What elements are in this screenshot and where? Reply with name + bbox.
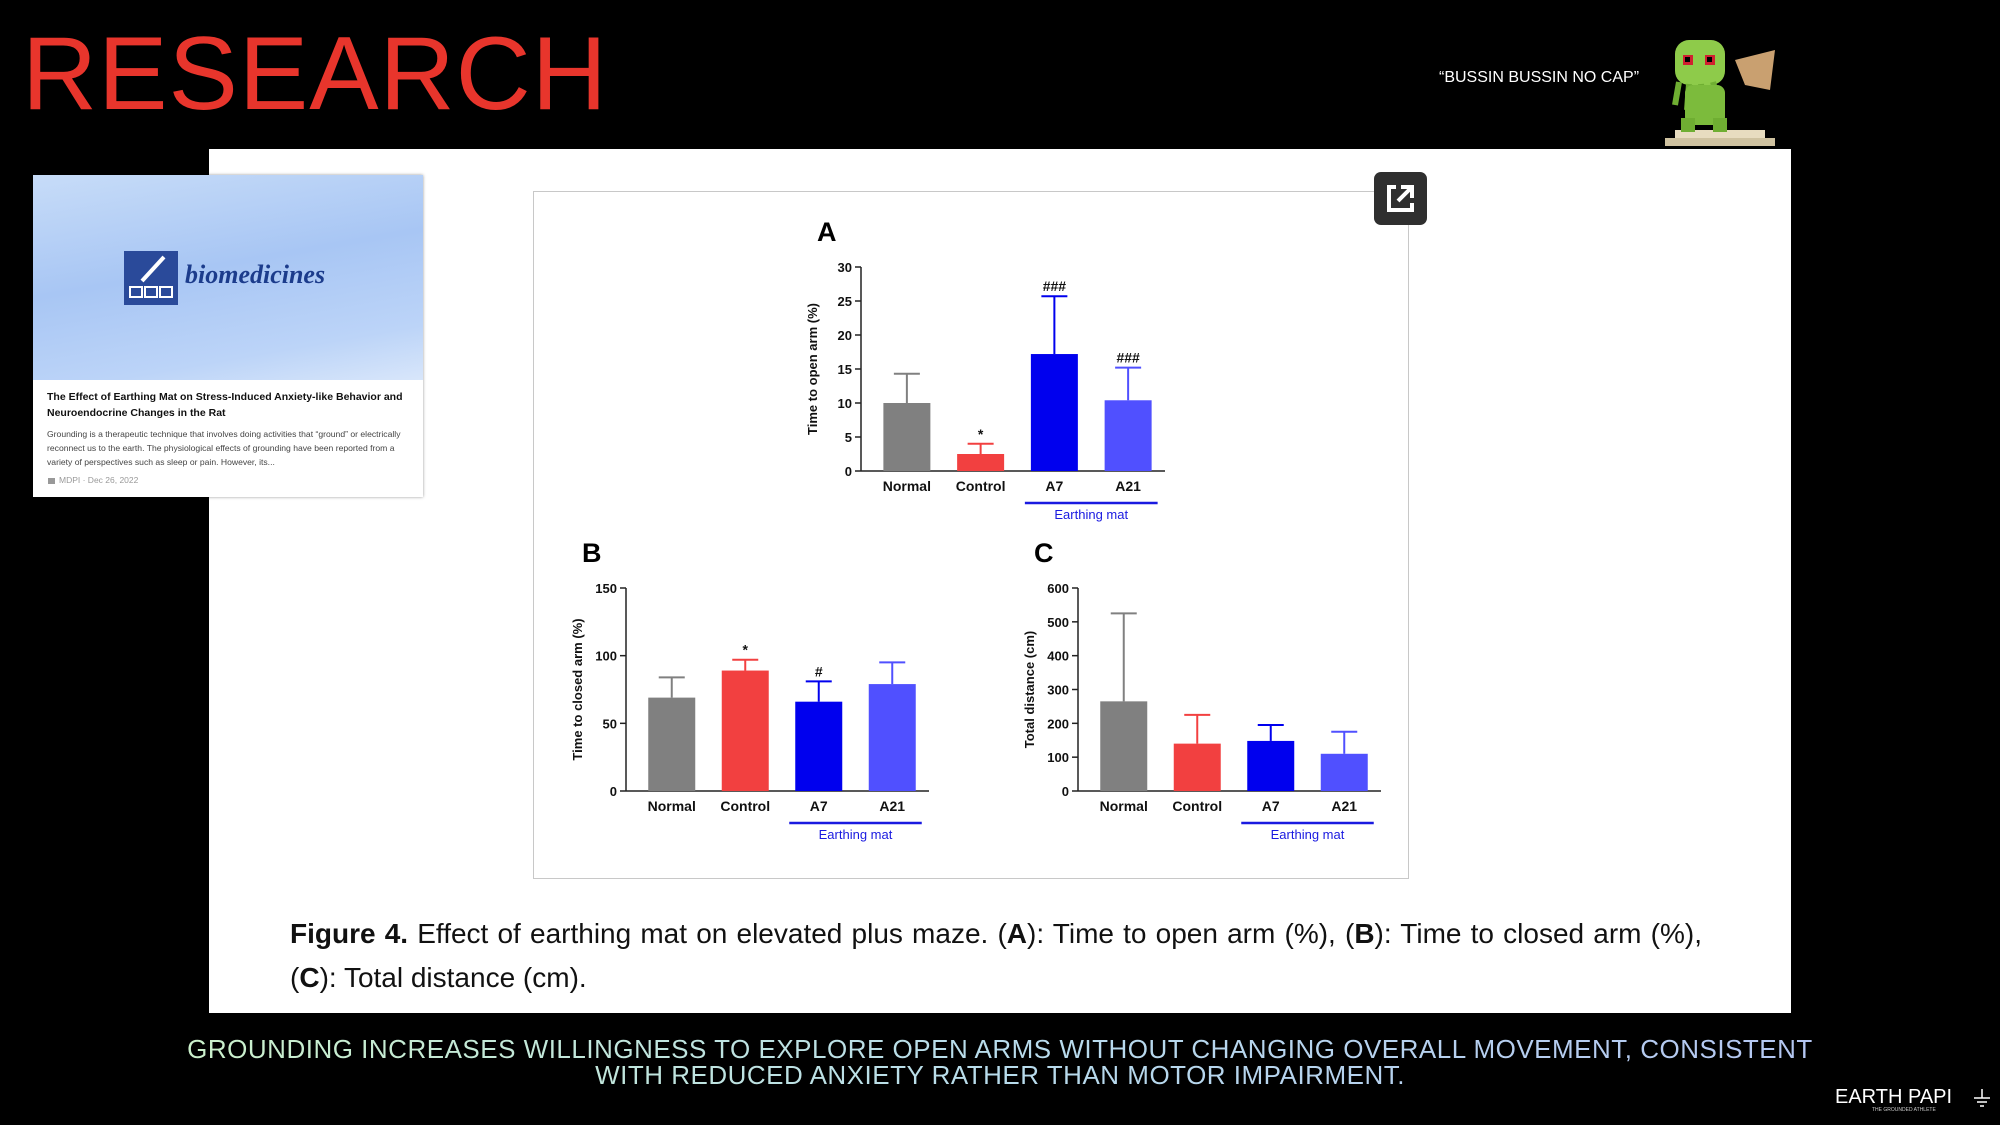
y-axis-label: Time to open arm (%) (805, 303, 820, 435)
y-tick-label: 600 (1047, 581, 1069, 596)
y-tick-label: 5 (845, 430, 852, 445)
x-tick-label: Normal (883, 478, 931, 494)
x-tick-label: Control (1172, 798, 1222, 814)
source-icon (48, 478, 55, 484)
article-description: Grounding is a therapeutic technique tha… (47, 429, 401, 467)
bar (1030, 354, 1078, 471)
bar (868, 684, 916, 791)
y-tick-label: 20 (838, 328, 852, 343)
brand: EARTH PAPI (1835, 1086, 1953, 1108)
journal-name: biomedicines (185, 260, 326, 289)
slide-title: RESEARCH (22, 16, 608, 132)
figure-panel (209, 149, 1791, 1013)
figure-caption: Figure 4. Effect of earthing mat on elev… (290, 912, 1702, 1000)
footer-line: WITH REDUCED ANXIETY RATHER THAN MOTOR I… (100, 1062, 1900, 1088)
panel-label: B (582, 538, 602, 568)
bar (648, 697, 696, 791)
mascot-icon (1665, 40, 1775, 146)
x-tick-label: Normal (648, 798, 696, 814)
figure-frame (533, 191, 1409, 879)
y-tick-label: 15 (838, 362, 852, 377)
article-card[interactable]: biomedicines The Effect of Earthing Mat … (33, 175, 423, 497)
y-tick-label: 150 (595, 581, 617, 596)
article-source: MDPI · Dec 26, 2022 (59, 475, 139, 485)
bar (1320, 753, 1368, 791)
caption-part: ): Time to open arm (%), ( (1027, 918, 1355, 949)
x-tick-label: A7 (810, 798, 828, 814)
journal-logo (124, 251, 178, 305)
y-tick-label: 0 (845, 464, 852, 479)
open-external-button[interactable] (1374, 172, 1427, 225)
footer-line: GROUNDING INCREASES WILLINGNESS TO EXPLO… (100, 1036, 1900, 1062)
x-tick-label: Normal (1100, 798, 1148, 814)
caption-part: A (1006, 918, 1028, 949)
y-tick-label: 100 (1047, 750, 1069, 765)
y-tick-label: 10 (838, 396, 852, 411)
significance-label: * (978, 426, 984, 442)
group-label: Earthing mat (1271, 827, 1345, 842)
bar (1247, 740, 1295, 791)
y-tick-label: 300 (1047, 683, 1069, 698)
y-tick-label: 500 (1047, 615, 1069, 630)
caption-part: B (1354, 918, 1375, 949)
y-tick-label: 0 (610, 784, 617, 799)
caption-part: ): Time to closed arm (%), ( (290, 918, 1702, 993)
bar (1100, 701, 1148, 791)
significance-label: # (815, 663, 823, 679)
bar (1104, 400, 1152, 471)
y-tick-label: 400 (1047, 649, 1069, 664)
panel-label: C (1034, 538, 1054, 568)
card-banner (33, 175, 423, 380)
ground-symbol (1974, 1089, 1990, 1107)
caption-part: Effect of earthing mat on elevated plus … (408, 918, 1007, 949)
bar (1173, 743, 1221, 791)
tagline: THE GROUNDED ATHLETE (1872, 1107, 1936, 1113)
y-tick-label: 0 (1062, 784, 1069, 799)
y-tick-label: 30 (838, 260, 852, 275)
x-tick-label: A7 (1045, 478, 1063, 494)
bar (721, 670, 769, 791)
y-tick-label: 100 (595, 649, 617, 664)
group-label: Earthing mat (819, 827, 893, 842)
quote: “BUSSIN BUSSIN NO CAP” (1439, 69, 1640, 86)
bar (795, 701, 843, 791)
significance-label: ### (1116, 350, 1140, 366)
y-axis-label: Time to closed arm (%) (570, 618, 585, 760)
caption-part: ): Total distance (cm). (319, 962, 587, 993)
article-title: The Effect of Earthing Mat on Stress-Ind… (47, 391, 403, 419)
group-label: Earthing mat (1054, 507, 1128, 522)
x-tick-label: A21 (879, 798, 905, 814)
y-tick-label: 25 (838, 294, 852, 309)
panel-label: A (817, 217, 837, 247)
y-tick-label: 50 (603, 716, 617, 731)
x-tick-label: A21 (1331, 798, 1357, 814)
bar (957, 454, 1005, 471)
x-tick-label: Control (720, 798, 770, 814)
y-tick-label: 200 (1047, 716, 1069, 731)
significance-label: * (743, 642, 749, 658)
x-tick-label: A7 (1262, 798, 1280, 814)
significance-label: ### (1043, 278, 1067, 294)
footer-text: GROUNDING INCREASES WILLINGNESS TO EXPLO… (100, 1036, 1900, 1088)
bar (883, 403, 931, 471)
x-tick-label: Control (956, 478, 1006, 494)
y-axis-label: Total distance (cm) (1022, 631, 1037, 749)
caption-part: Figure 4. (290, 918, 409, 949)
x-tick-label: A21 (1115, 478, 1141, 494)
caption-part: C (299, 962, 320, 993)
